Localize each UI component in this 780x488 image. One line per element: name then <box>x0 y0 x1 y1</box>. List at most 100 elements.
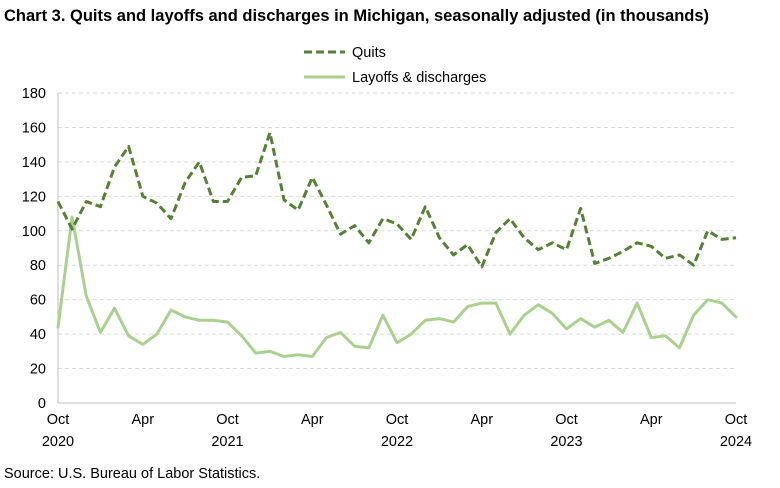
data-point <box>155 333 158 336</box>
data-point <box>579 207 582 210</box>
data-point <box>297 209 300 212</box>
data-point <box>424 205 427 208</box>
x-tick-year: 2024 <box>720 434 752 450</box>
data-point <box>579 317 582 320</box>
data-point <box>452 321 455 324</box>
data-point <box>184 181 187 184</box>
data-point <box>607 319 610 322</box>
data-point <box>692 314 695 317</box>
data-point <box>607 257 610 260</box>
data-point <box>706 298 709 301</box>
data-point <box>170 217 173 220</box>
axes: 0 20 40 60 80 100 120 140 160 180 Oct 2020 Apr Oct 202… <box>22 86 752 450</box>
y-tick-label: 0 <box>38 396 46 412</box>
data-point <box>184 315 187 318</box>
data-point <box>268 131 271 134</box>
x-tick-year: 2022 <box>381 434 413 450</box>
data-point <box>85 200 88 203</box>
data-point <box>325 203 328 206</box>
gridlines <box>58 92 736 370</box>
data-point <box>424 319 427 322</box>
data-point <box>664 257 667 260</box>
data-point <box>678 346 681 349</box>
y-tick-label: 120 <box>22 189 46 205</box>
data-point <box>523 236 526 239</box>
data-point <box>381 217 384 220</box>
legend: Quits Layoffs & discharges <box>304 45 486 86</box>
data-point <box>283 355 286 358</box>
data-point <box>339 331 342 334</box>
x-tick-year: 2023 <box>550 434 582 450</box>
data-point <box>466 243 469 246</box>
data-point <box>212 200 215 203</box>
data-point <box>706 229 709 232</box>
data-point <box>311 355 314 358</box>
data-point <box>438 317 441 320</box>
y-tick-label: 160 <box>22 120 46 136</box>
y-tick-label: 140 <box>22 155 46 171</box>
data-point <box>636 302 639 305</box>
source-note: Source: U.S. Bureau of Labor Statistics. <box>4 466 261 482</box>
data-point <box>509 333 512 336</box>
data-point <box>551 312 554 315</box>
data-point <box>297 353 300 356</box>
data-point <box>226 321 229 324</box>
data-point <box>212 319 215 322</box>
data-point <box>325 336 328 339</box>
x-tick-month: Oct <box>725 412 748 428</box>
legend-label: Layoffs & discharges <box>352 70 486 86</box>
data-point <box>664 334 667 337</box>
x-tick-month: Apr <box>131 412 154 428</box>
data-point <box>141 195 144 198</box>
data-point <box>678 253 681 256</box>
data-point <box>240 176 243 179</box>
data-point <box>523 314 526 317</box>
data-point <box>198 160 201 163</box>
data-point <box>198 319 201 322</box>
data-point <box>636 241 639 244</box>
data-point <box>367 241 370 244</box>
y-tick-label: 180 <box>22 86 46 102</box>
data-point <box>268 350 271 353</box>
data-point <box>720 302 723 305</box>
data-point <box>381 314 384 317</box>
data-point <box>311 176 314 179</box>
series-lines <box>56 131 738 358</box>
x-tick-month: Apr <box>470 412 493 428</box>
y-tick-label: 80 <box>30 258 46 274</box>
data-point <box>254 174 257 177</box>
data-point <box>367 346 370 349</box>
x-tick-year: 2021 <box>211 434 243 450</box>
x-tick-month: Apr <box>640 412 663 428</box>
data-point <box>438 236 441 239</box>
data-point <box>99 331 102 334</box>
x-tick-month: Oct <box>47 412 70 428</box>
data-point <box>113 166 116 169</box>
data-point <box>565 327 568 330</box>
legend-label: Quits <box>352 45 386 61</box>
data-point <box>71 228 74 231</box>
data-point <box>410 333 413 336</box>
y-tick-label: 100 <box>22 224 46 240</box>
data-point <box>622 250 625 253</box>
data-point <box>494 302 497 305</box>
data-point <box>254 352 257 355</box>
data-point <box>480 265 483 268</box>
data-point <box>85 295 88 298</box>
data-point <box>283 198 286 201</box>
x-tick-month: Oct <box>555 412 578 428</box>
chart-title: Chart 3. Quits and layoffs and discharge… <box>4 7 710 25</box>
data-point <box>537 248 540 251</box>
data-point <box>396 222 399 225</box>
data-point <box>339 233 342 236</box>
data-point <box>551 241 554 244</box>
data-point <box>396 341 399 344</box>
data-point <box>494 231 497 234</box>
y-tick-label: 40 <box>30 327 46 343</box>
data-point <box>509 217 512 220</box>
data-point <box>71 216 74 219</box>
data-point <box>650 245 653 248</box>
data-point <box>466 305 469 308</box>
data-point <box>155 202 158 205</box>
